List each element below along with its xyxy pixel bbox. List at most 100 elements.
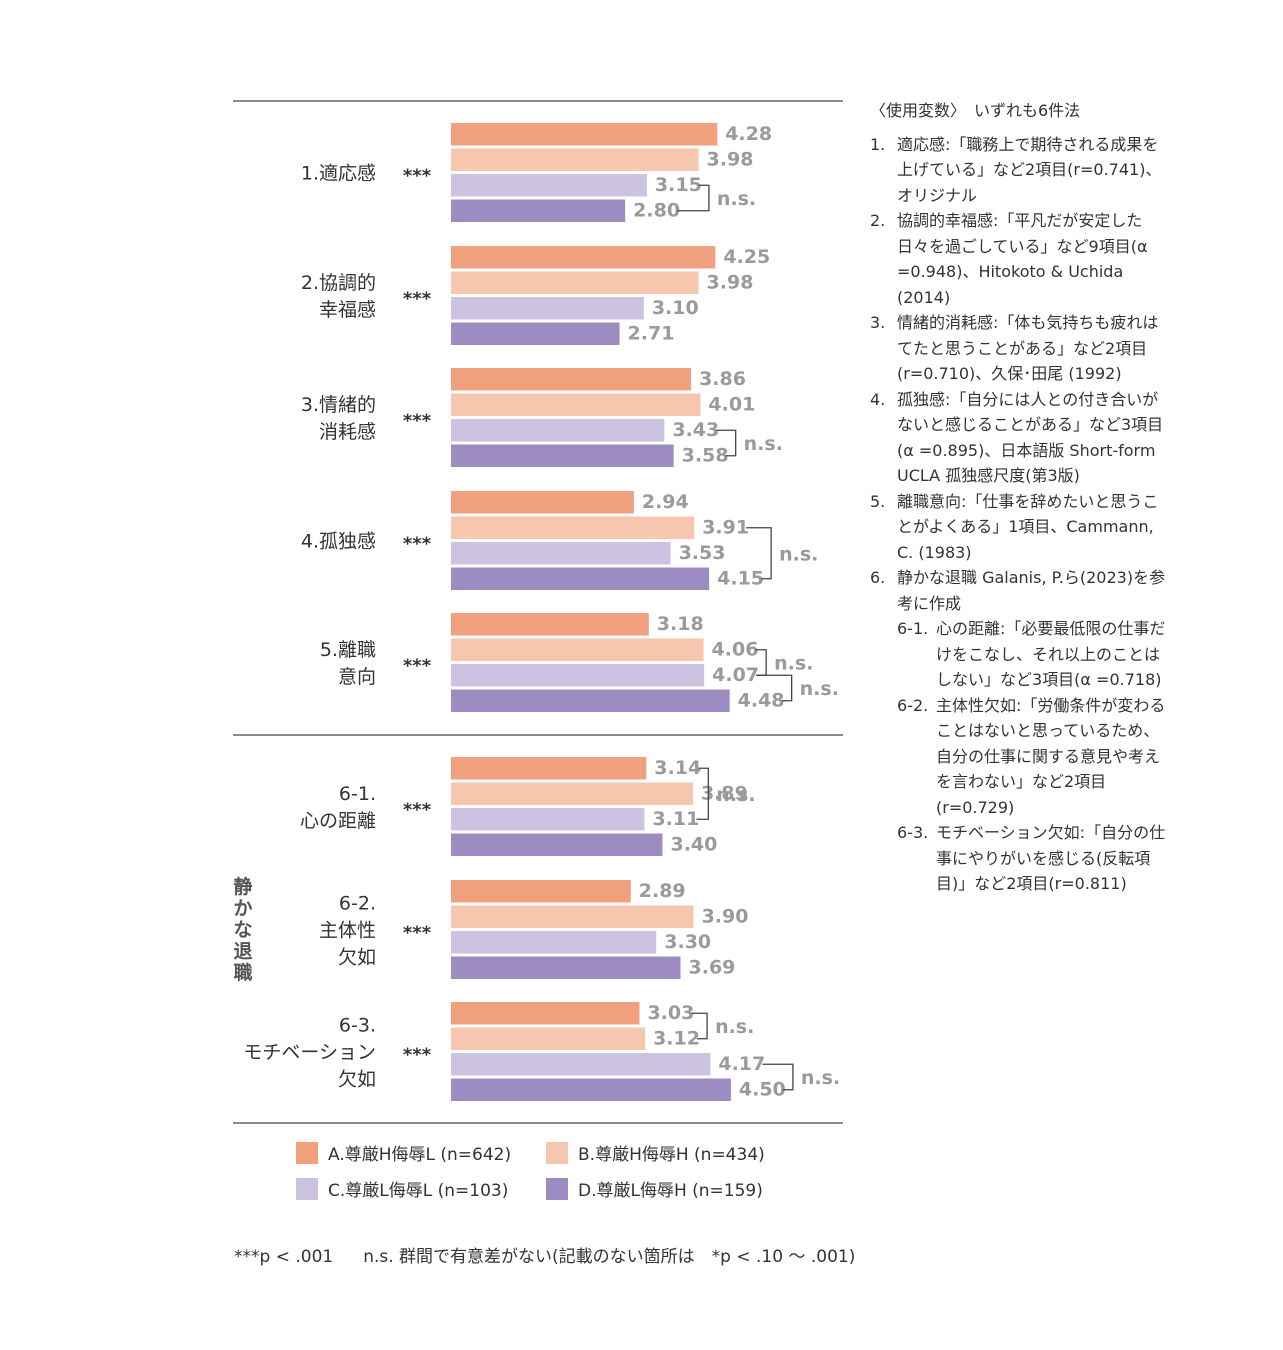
bar	[451, 491, 634, 514]
category-label: 欠如	[338, 1069, 376, 1091]
note-text: 適応感:「職務上で期待される成果を上げている」など2項目(r=0.741)、オリ…	[897, 134, 1162, 205]
bar-value-label: 3.15	[655, 174, 702, 196]
bar	[451, 148, 699, 171]
category-label: 6-2.	[339, 893, 376, 915]
note-item: 2. 協調的幸福感:「平凡だが安定した日々を過ごしている」など9項目(α =0.9…	[870, 208, 1170, 310]
bar	[451, 297, 644, 320]
note-number: 3.	[870, 313, 886, 332]
bar-value-label: 2.94	[642, 491, 689, 513]
bar	[451, 689, 730, 712]
note-text: 主体性欠如:「労働条件が変わることはないと思っているため、自分の仕事に関する意見…	[936, 695, 1166, 817]
legend-swatch	[296, 1177, 318, 1200]
legend-item: D.尊厳L侮辱H (n=159)	[546, 1176, 763, 1201]
legend-item: C.尊厳L侮辱L (n=103)	[296, 1176, 508, 1201]
ns-label: n.s.	[800, 678, 839, 700]
bar-value-label: 3.90	[702, 906, 749, 928]
side-label-char: 職	[233, 961, 252, 984]
note-number: 5.	[870, 491, 886, 511]
bar	[451, 956, 681, 979]
bar	[451, 199, 626, 222]
bar	[451, 638, 704, 661]
note-text: 静かな退職 Galanis, P.ら(2023)を参考に作成	[897, 568, 1166, 613]
bar-value-label: 4.06	[712, 639, 759, 661]
note-number: 6.	[870, 568, 886, 587]
note-item: 1. 適応感:「職務上で期待される成果を上げている」など2項目(r=0.741)、…	[870, 132, 1170, 209]
bar-value-label: 3.10	[652, 297, 699, 319]
significance-marker: ***	[403, 534, 432, 555]
bar-value-label: 3.53	[679, 542, 726, 564]
note-number: 4.	[870, 389, 886, 409]
note-item: 3. 情緒的消耗感:「体も気持ちも疲れはてたと思うことがある」など2項目(r=0.…	[870, 310, 1170, 387]
note-number: 2.	[870, 211, 886, 230]
bar	[451, 368, 692, 391]
bar-value-label: 4.48	[738, 690, 785, 712]
ns-label: n.s.	[774, 653, 813, 675]
bar-value-label: 3.03	[647, 1002, 694, 1024]
category-label: 主体性	[319, 920, 376, 942]
side-label-char: か	[233, 898, 252, 920]
ns-label: n.s.	[717, 188, 756, 210]
category-label: 1.適応感	[301, 163, 376, 185]
category-label: 欠如	[338, 947, 376, 969]
bar	[451, 123, 718, 146]
category-label: 4.孤独感	[301, 531, 376, 553]
significance-note: ***p < .001	[234, 1247, 334, 1267]
bar-value-label: 3.89	[701, 783, 748, 805]
bar	[451, 322, 620, 345]
category-label: 3.情緒的	[301, 394, 376, 416]
bar-value-label: 3.98	[707, 272, 754, 294]
side-label-char: 静	[233, 875, 252, 898]
ns-bracket	[746, 527, 772, 580]
bar-value-label: 4.50	[739, 1079, 786, 1101]
legend-swatch	[546, 1141, 568, 1164]
ns-bracket	[756, 674, 793, 702]
bar-value-label: 3.12	[653, 1028, 700, 1050]
bar-value-label: 2.71	[628, 323, 675, 345]
bar	[451, 516, 695, 539]
ns-label: n.s.	[801, 1067, 840, 1089]
bar-value-label: 2.80	[633, 200, 680, 222]
bar	[451, 833, 663, 856]
note-text: 離職意向:「仕事を辞めたいと思うことがよくある」1項目、Cammann, C. …	[897, 491, 1159, 562]
bar	[451, 613, 649, 636]
bar	[451, 271, 699, 294]
bar-value-label: 3.30	[664, 931, 711, 953]
significance-marker: ***	[403, 289, 432, 310]
bar-value-label: 3.69	[689, 957, 736, 979]
bar	[451, 880, 631, 903]
variable-notes: 〈使用変数〉 いずれも6件法 1. 適応感:「職務上で期待される成果を上げている」…	[870, 98, 1170, 897]
significance-marker: ***	[403, 656, 432, 677]
legend-label: B.尊厳H侮辱H (n=434)	[578, 1145, 765, 1165]
ns-bracket	[696, 767, 709, 820]
bar-value-label: 3.98	[707, 149, 754, 171]
note-subitem: 6-2. 主体性欠如:「労働条件が変わることはないと思っているため、自分の仕事に関…	[870, 693, 1170, 821]
bar-value-label: 4.28	[725, 123, 772, 145]
bar-value-label: 4.01	[708, 394, 755, 416]
category-label: 6-1.	[339, 783, 376, 805]
ns-bracket	[716, 429, 737, 457]
bar-value-label: 3.86	[699, 368, 746, 390]
bar-value-label: 3.58	[682, 445, 729, 467]
legend: A.尊厳H侮辱L (n=642) B.尊厳H侮辱H (n=434) C.尊厳L侮…	[296, 1140, 856, 1220]
bar	[451, 419, 665, 442]
note-text: 孤独感:「自分には人との付き合いがないと感じることがある」など3項目(α =0.…	[897, 389, 1164, 486]
bar-value-label: 4.07	[712, 664, 759, 686]
note-text: 心の距離:「必要最低限の仕事だけをこなし、それ以上のことはしない」など3項目(α…	[936, 619, 1166, 689]
ns-label: n.s.	[716, 784, 755, 806]
ns-bracket	[677, 184, 710, 212]
note-item: 4. 孤独感:「自分には人との付き合いがないと感じることがある」など3項目(α =…	[870, 387, 1170, 489]
side-label-char: 退	[233, 941, 252, 963]
note-subitem: 6-3. モチベーション欠如:「自分の仕事にやりがいを感じる(反転項目)」など2項…	[870, 820, 1170, 897]
bar	[451, 174, 647, 197]
bar	[451, 246, 716, 269]
note-text: 協調的幸福感:「平凡だが安定した日々を過ごしている」など9項目(α =0.948…	[897, 211, 1148, 307]
note-number: 6-3.	[897, 823, 929, 842]
legend-item: A.尊厳H侮辱L (n=642)	[296, 1140, 511, 1165]
bar-value-label: 3.40	[670, 834, 717, 856]
bar	[451, 1053, 711, 1076]
note-item: 5. 離職意向:「仕事を辞めたいと思うことがよくある」1項目、Cammann, C…	[870, 489, 1170, 566]
legend-swatch	[546, 1177, 568, 1200]
legend-label: C.尊厳L侮辱L (n=103)	[328, 1181, 509, 1201]
bar	[451, 757, 647, 780]
